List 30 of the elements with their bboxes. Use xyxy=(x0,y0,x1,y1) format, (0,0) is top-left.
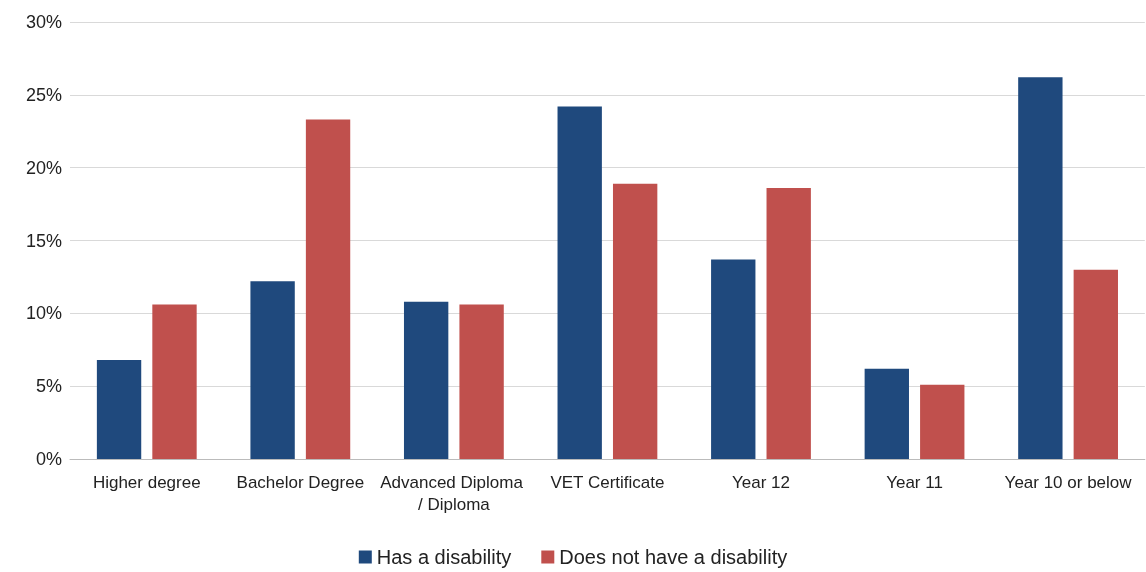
bar xyxy=(864,368,909,459)
legend-label: Does not have a disability xyxy=(559,546,788,568)
x-tick-label: Year 10 or below xyxy=(1004,472,1133,492)
bar xyxy=(96,359,142,459)
y-tick-label: 25% xyxy=(25,84,62,105)
x-tick-label: Bachelor Degree xyxy=(236,472,365,492)
x-tick-label: Advanced Diploma / Diploma xyxy=(380,472,528,514)
y-tick-label: 15% xyxy=(25,230,62,251)
bar xyxy=(459,304,504,459)
bar xyxy=(1018,77,1063,459)
y-tick-label: 20% xyxy=(25,157,62,178)
x-tick-label: VET Certificate xyxy=(550,472,665,492)
x-tick-label: Higher degree xyxy=(92,472,201,492)
legend-label: Has a disability xyxy=(376,546,512,568)
y-tick-label: 10% xyxy=(25,303,62,324)
bar xyxy=(920,384,965,459)
bar xyxy=(557,106,602,459)
y-tick-label: 30% xyxy=(25,12,62,32)
bar xyxy=(250,281,295,459)
bar xyxy=(711,259,756,459)
bar xyxy=(1073,269,1118,459)
x-tick-label: Year 12 xyxy=(731,472,790,492)
bar xyxy=(152,304,197,459)
y-tick-label: 5% xyxy=(35,376,62,397)
bar xyxy=(403,301,449,459)
bar xyxy=(305,119,351,459)
x-tick-label: Year 11 xyxy=(886,472,943,492)
bar xyxy=(766,188,811,459)
y-tick-label: 0% xyxy=(35,449,62,469)
bar xyxy=(612,183,658,459)
